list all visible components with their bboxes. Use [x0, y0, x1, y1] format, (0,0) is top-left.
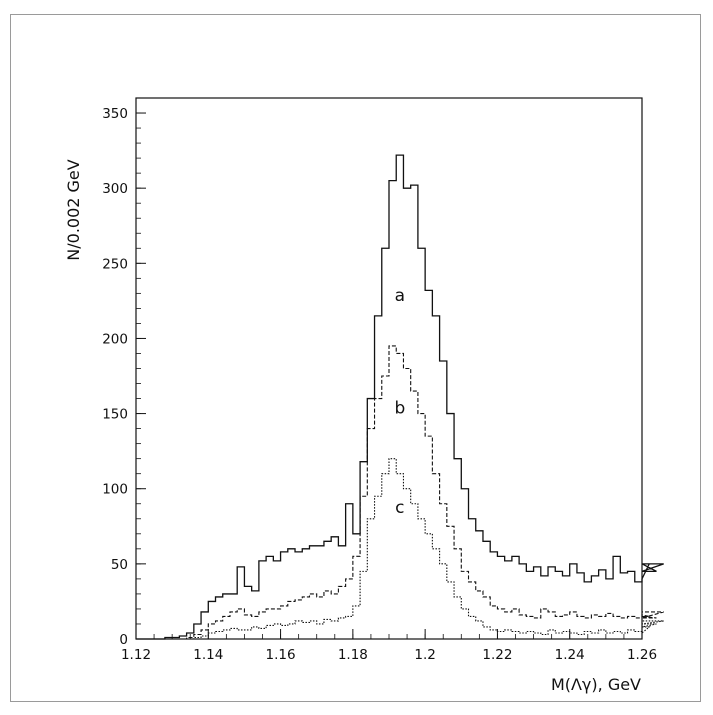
- figure-frame: [10, 14, 701, 702]
- series-layer: [136, 154, 664, 640]
- axis-ticks: 1.12 1.14 1.16 1.18 1.2 1.22 1.24 1.26 0 50 100 150…: [102, 97, 657, 663]
- y-tick-label: 350: [102, 106, 128, 122]
- series-label-c: c: [395, 498, 404, 518]
- y-tick-label: 100: [102, 482, 128, 498]
- y-tick-label: 0: [119, 632, 128, 648]
- series-label-a: a: [395, 286, 405, 306]
- x-tick-label: 1.26: [627, 647, 657, 663]
- y-tick-label: 250: [102, 256, 128, 272]
- series-a-histogram: [136, 154, 664, 640]
- x-tick-label: 1.2: [414, 647, 435, 663]
- y-tick-label: 300: [102, 181, 128, 197]
- x-tick-label: 1.22: [482, 647, 512, 663]
- x-tick-label: 1.14: [193, 647, 223, 663]
- curve-labels: a b c: [394, 286, 405, 518]
- series-b-histogram: [136, 345, 664, 640]
- series-c-histogram: [136, 458, 664, 640]
- x-tick-label: 1.16: [266, 647, 296, 663]
- y-tick-label: 50: [111, 557, 128, 573]
- y-tick-label: 200: [102, 331, 128, 347]
- y-tick-label: 150: [102, 407, 128, 423]
- x-tick-label: 1.18: [338, 647, 368, 663]
- x-tick-label: 1.12: [121, 647, 151, 663]
- x-tick-label: 1.24: [555, 647, 585, 663]
- y-axis-title: N/0.002 GeV: [64, 159, 83, 260]
- plot-area: [135, 97, 643, 640]
- series-label-b: b: [394, 399, 405, 419]
- x-axis-title: M(Λγ), GeV: [551, 675, 641, 694]
